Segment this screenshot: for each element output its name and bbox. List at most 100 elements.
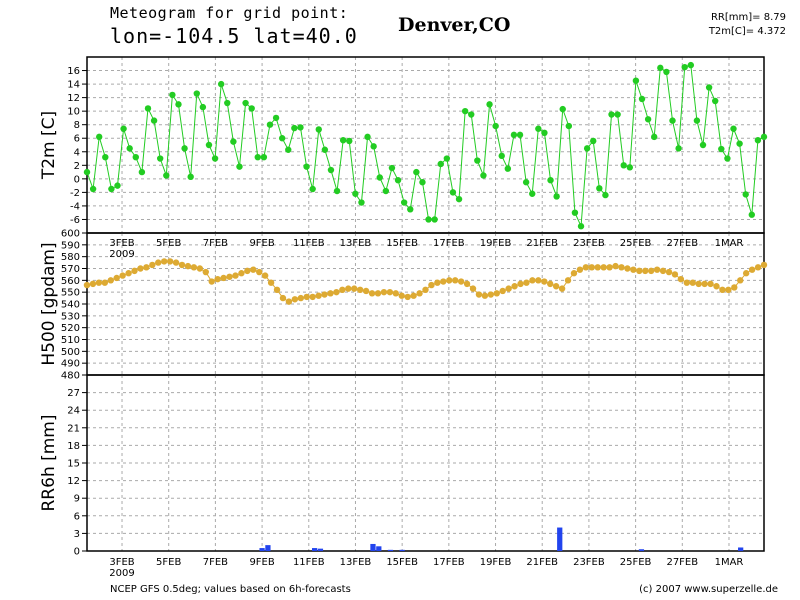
mid-xtick-label: 9FEB [249,238,274,249]
t2m-point [175,101,182,108]
h500-point [172,259,180,266]
stat-t2m: T2m[C]= 4.372 [708,26,786,37]
h500-point [143,264,150,271]
h500-point [178,261,186,269]
h500-point [683,279,690,286]
h500-point [220,274,227,282]
h500-point [588,264,595,271]
location-name: Denver,CO [398,14,511,36]
h500-panel: 480490500510520530540550560570580590600H… [39,229,765,382]
t2m-point [89,185,97,193]
rr6h-bar [259,548,265,551]
h500-point [731,284,738,291]
h500-point [529,277,536,284]
t2m-point [480,172,487,179]
rr6h-panel: 0 3 6 9 12 15 18 21 24 27 RR6h [mm] [39,374,765,558]
h500-point [446,277,453,284]
t2m-point [504,165,512,172]
h500-ytick-label: 480 [61,371,80,382]
t2m-point [608,111,615,118]
h500-ytick-label: 500 [61,347,80,358]
h500-point [392,290,400,297]
t2m-point [236,163,243,170]
bottom-xtick-label: 1MAR [715,557,744,568]
t2m-point [126,145,133,152]
t2m-point [529,190,536,197]
t2m-point [724,155,731,162]
h500-point [315,292,322,299]
t2m-point [303,163,310,170]
h500-point [451,277,459,284]
rr6h-bar [738,547,744,551]
t2m-ytick-label: -2 [70,188,80,199]
t2m-point [138,168,146,176]
h500-point [244,267,251,275]
h500-point [208,278,215,285]
h500-point [434,279,441,286]
h500-point [487,291,495,298]
h500-point [535,277,542,284]
t2m-point [352,190,359,197]
t2m-point [644,116,652,123]
t2m-point [217,80,225,88]
h500-point [422,286,429,293]
h500-point [356,286,364,293]
mid-xtick-label: 23FEB [573,238,605,249]
t2m-point [638,95,646,103]
t2m-point [169,91,176,99]
bottom-xtick-label: 3FEB [109,557,134,568]
bottom-xtick-label: 17FEB [433,557,465,568]
t2m-point [651,133,658,141]
t2m-point [583,145,591,152]
t2m-point [754,137,762,144]
rr6h-bar [311,548,318,551]
h500-point [701,280,708,288]
mid-xtick-label: 3FEB [109,238,134,249]
h500-point [457,278,465,285]
rr6h-ytick-label: 18 [67,441,80,452]
t2m-point [144,105,152,112]
h500-point [410,292,417,299]
h500-ytick-label: 550 [61,288,80,299]
t2m-ytick-label: -6 [70,215,80,226]
rr6h-bar [638,549,645,551]
t2m-point [748,211,756,218]
h500-point [748,266,756,273]
t2m-point [742,191,749,198]
t2m-point [486,101,493,108]
t2m-point [590,137,597,145]
mid-xtick-label: 17FEB [433,238,465,249]
t2m-point [364,133,371,141]
h500-point [624,265,631,272]
t2m-series-line [86,64,765,227]
h500-point [511,283,518,290]
h500-point [166,258,174,265]
rr6h-ylabel: RR6h [mm] [39,414,59,511]
rr6h-bar [557,527,563,551]
h500-point [327,290,334,297]
h500-point [273,286,281,293]
t2m-point [571,209,579,216]
t2m-point [248,105,255,112]
h500-point [636,267,643,275]
h500-point [113,274,120,282]
bottom-xtick-label: 11FEB [293,557,325,568]
bottom-xtick-label: 27FEB [666,557,698,568]
t2m-ytick-label: 8 [74,120,80,131]
rr6h-bar [387,549,394,551]
rr6h-bar [265,545,271,551]
h500-point [309,293,316,301]
t2m-point [730,125,737,132]
h500-point [149,261,156,269]
h500-point [440,278,447,285]
t2m-point [254,153,261,161]
h500-point [416,290,423,297]
h500-point [642,267,649,275]
h500-point [594,264,601,271]
t2m-point [285,146,292,153]
t2m-point [657,64,664,72]
t2m-point [669,117,676,124]
rr6h-bar [370,543,376,551]
t2m-point [224,99,231,107]
t2m-point [315,126,322,133]
